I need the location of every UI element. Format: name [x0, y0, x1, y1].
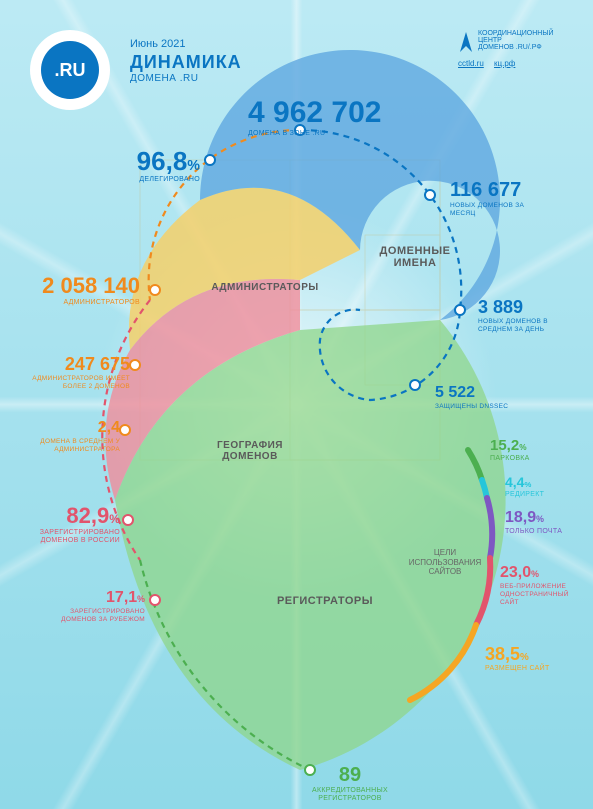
- stat-foreign: 17,1% ЗАРЕГИСТРИРОВАНО ДОМЕНОВ ЗА РУБЕЖО…: [55, 590, 145, 624]
- section-admins: АДМИНИСТРАТОРЫ: [200, 282, 330, 293]
- stat-ru: 82,9% ЗАРЕГИСТРИРОВАНО ДОМЕНОВ В РОССИИ: [20, 505, 120, 546]
- usage-4: 38,5% РАЗМЕЩЕН САЙТ: [485, 645, 550, 673]
- stat-total: 4 962 702 ДОМЕНА В ЗОНЕ .RU: [248, 98, 381, 138]
- stat-day: 3 889 НОВЫХ ДОМЕНОВ В СРЕДНЕМ ЗА ДЕНЬ: [478, 298, 578, 334]
- section-geo: ГЕОГРАФИЯ ДОМЕНОВ: [195, 440, 305, 462]
- stat-dnssec: 5 522 ЗАЩИЩЕНЫ DNSSEC: [435, 385, 535, 411]
- usage-2: 18,9% ТОЛЬКО ПОЧТА: [505, 510, 562, 536]
- usage-0: 15,2% ПАРКОВКА: [490, 438, 530, 463]
- stat-month: 116 677 НОВЫХ ДОМЕНОВ ЗА МЕСЯЦ: [450, 180, 550, 218]
- usage-1: 4,4% РЕДИРЕКТ: [505, 475, 544, 499]
- section-reg: РЕГИСТРАТОРЫ: [265, 595, 385, 607]
- stat-admins2: 247 675 АДМИНИСТРАТОРОВ ИМЕЕТ БОЛЕЕ 2 ДО…: [10, 355, 130, 391]
- usage-title: ЦЕЛИ ИСПОЛЬЗОВАНИЯ САЙТОВ: [405, 548, 485, 577]
- stat-avgperadm: 2,4 ДОМЕНА В СРЕДНЕМ У АДМИНИСТРАТОРА: [30, 420, 120, 454]
- usage-3: 23,0% ВЕБ-ПРИЛОЖЕНИЕ ОДНОСТРАНИЧНЫЙ САЙТ: [500, 565, 585, 606]
- stat-delegated: 96,8% ДЕЛЕГИРОВАНО: [90, 148, 200, 184]
- stat-registrars: 89 АККРЕДИТОВАННЫХ РЕГИСТРАТОРОВ: [290, 765, 410, 804]
- stat-admins: 2 058 140 АДМИНИСТРАТОРОВ: [10, 275, 140, 307]
- section-domains: ДОМЕННЫЕ ИМЕНА: [370, 245, 460, 269]
